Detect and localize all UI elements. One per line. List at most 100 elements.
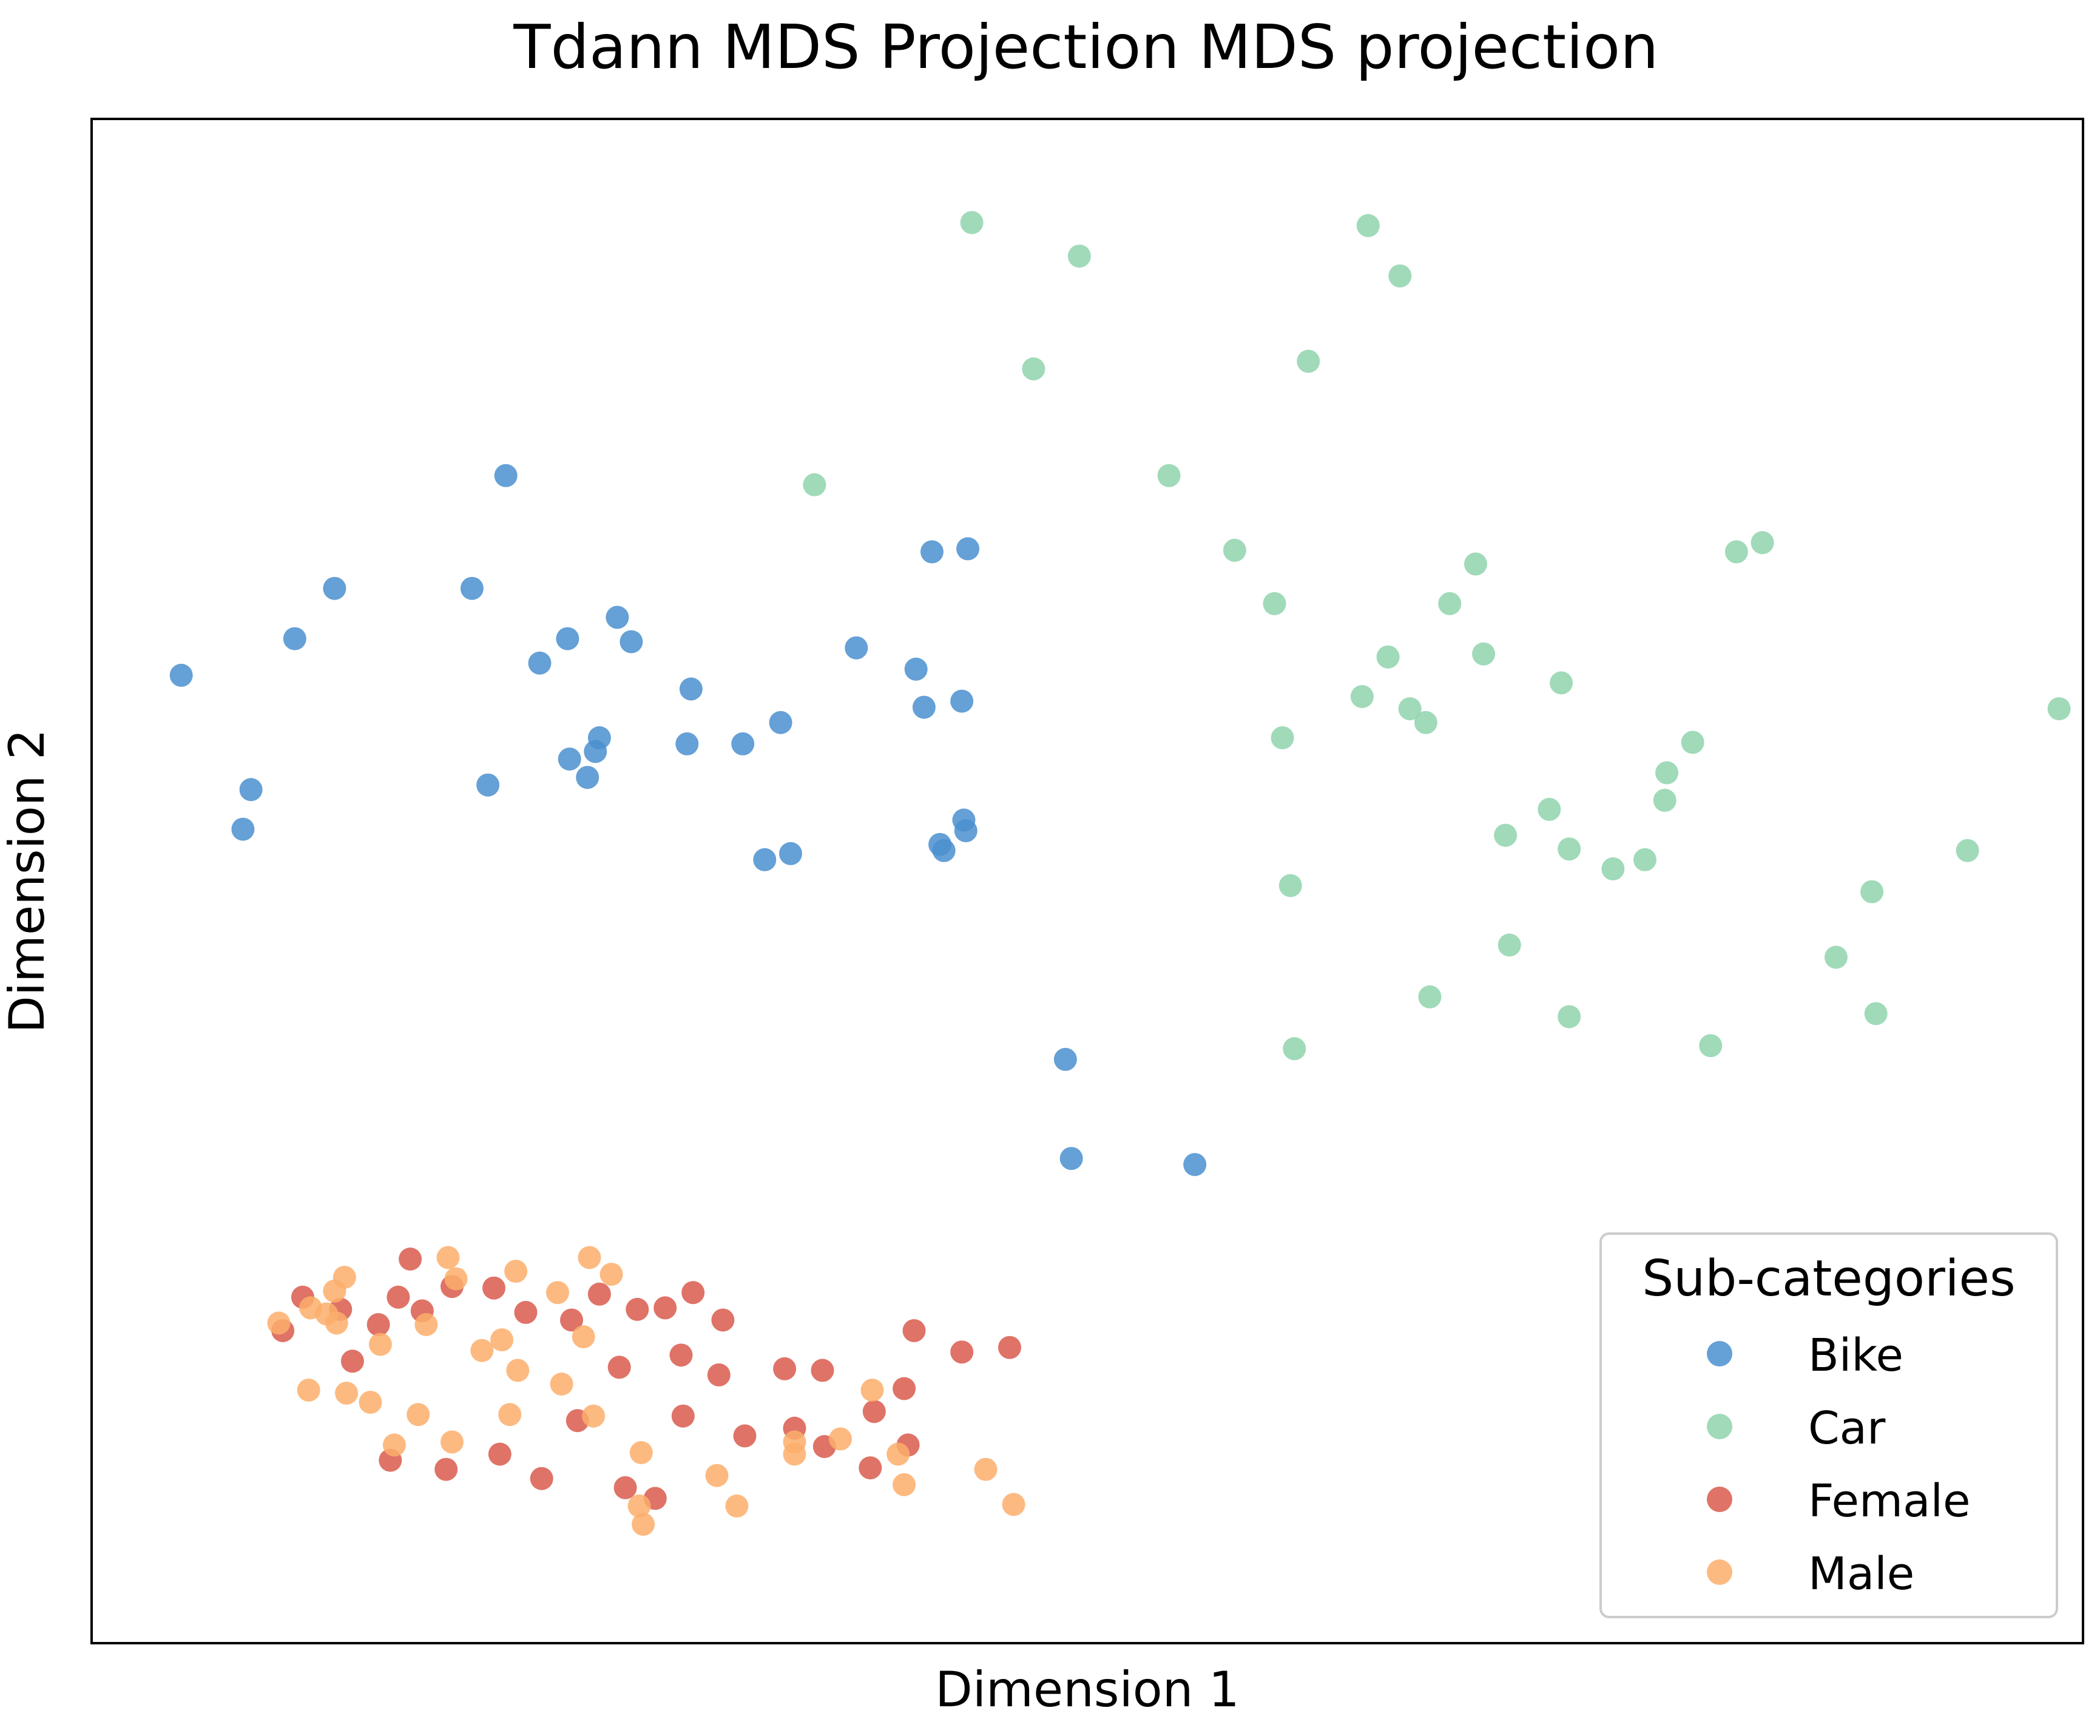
point-car-12 — [1398, 697, 1422, 721]
point-car-0 — [1067, 245, 1091, 268]
point-bike-18 — [845, 636, 868, 660]
point-car-3 — [803, 473, 826, 496]
point-female-30 — [530, 1467, 553, 1490]
point-male-1 — [504, 1260, 528, 1283]
point-male-19 — [629, 1441, 653, 1464]
point-bike-5 — [528, 651, 552, 675]
point-car-25 — [1751, 531, 1774, 555]
point-female-8 — [653, 1296, 677, 1320]
point-male-16 — [382, 1433, 406, 1457]
point-car-35 — [1653, 788, 1676, 812]
point-female-10 — [681, 1281, 705, 1305]
point-male-6 — [323, 1279, 346, 1303]
point-male-18 — [582, 1404, 606, 1428]
point-female-20 — [707, 1363, 731, 1386]
point-car-31 — [1497, 933, 1521, 957]
point-female-6 — [482, 1276, 505, 1300]
point-male-0 — [436, 1246, 460, 1269]
point-male-30 — [725, 1494, 749, 1518]
point-bike-25 — [954, 819, 977, 843]
point-male-24 — [886, 1442, 910, 1466]
legend-item-male: Male — [1707, 1548, 1914, 1600]
point-car-2 — [1022, 357, 1045, 380]
point-bike-28 — [558, 748, 581, 771]
point-car-9 — [1388, 264, 1412, 288]
point-bike-29 — [587, 726, 611, 749]
point-male-22 — [783, 1442, 806, 1466]
point-female-39 — [340, 1349, 364, 1373]
point-female-13 — [773, 1357, 797, 1380]
point-bike-13 — [675, 732, 699, 755]
point-female-9 — [587, 1282, 611, 1306]
point-car-16 — [1464, 552, 1487, 576]
point-male-17 — [498, 1403, 522, 1427]
point-male-34 — [470, 1339, 494, 1362]
point-bike-22 — [912, 695, 936, 719]
legend-marker-bike — [1707, 1341, 1732, 1366]
point-female-5 — [560, 1308, 583, 1332]
point-male-38 — [550, 1373, 573, 1396]
point-car-39 — [1278, 874, 1302, 897]
point-male-13 — [359, 1391, 382, 1414]
point-car-27 — [1956, 839, 1979, 862]
point-male-14 — [407, 1403, 430, 1427]
point-male-25 — [893, 1473, 916, 1496]
point-car-19 — [1558, 837, 1581, 861]
point-bike-1 — [239, 778, 263, 802]
point-car-1 — [960, 211, 984, 234]
point-male-2 — [578, 1246, 601, 1269]
point-bike-2 — [231, 817, 255, 841]
point-male-37 — [506, 1359, 530, 1382]
point-car-32 — [1558, 1005, 1581, 1028]
point-male-31 — [546, 1281, 569, 1305]
point-car-28 — [2047, 697, 2071, 721]
y-axis-label: Dimension 2 — [0, 729, 55, 1033]
point-bike-14 — [679, 677, 703, 701]
point-car-30 — [1418, 985, 1442, 1008]
point-bike-10 — [476, 773, 500, 797]
point-male-27 — [1002, 1493, 1025, 1516]
point-female-17 — [950, 1340, 974, 1364]
point-bike-3 — [323, 576, 346, 600]
point-female-16 — [902, 1319, 926, 1342]
point-car-33 — [1699, 1034, 1723, 1058]
point-bike-30 — [779, 842, 802, 865]
point-bike-11 — [606, 606, 629, 629]
legend-label-bike: Bike — [1808, 1329, 1903, 1382]
point-male-12 — [335, 1382, 359, 1405]
point-bike-0 — [169, 663, 193, 687]
point-car-23 — [1681, 731, 1704, 754]
point-bike-4 — [283, 627, 306, 650]
point-bike-15 — [731, 732, 755, 755]
point-car-10 — [1376, 645, 1400, 669]
point-car-11 — [1350, 685, 1374, 708]
series-bike — [169, 464, 1207, 1177]
point-bike-9 — [576, 766, 599, 789]
series-male — [267, 1246, 1025, 1536]
point-male-35 — [572, 1325, 595, 1349]
point-female-25 — [862, 1400, 886, 1424]
point-bike-33 — [1059, 1147, 1083, 1170]
point-bike-23 — [950, 689, 974, 713]
point-male-8 — [325, 1311, 348, 1335]
point-male-36 — [368, 1332, 392, 1356]
point-male-9 — [299, 1296, 322, 1320]
legend-label-car: Car — [1808, 1402, 1886, 1454]
point-male-23 — [829, 1427, 852, 1451]
point-car-13 — [1414, 711, 1437, 734]
point-car-7 — [1297, 350, 1320, 373]
point-male-3 — [599, 1263, 623, 1286]
point-female-33 — [434, 1457, 458, 1481]
legend-items: Bike Car Female Male — [1707, 1329, 1971, 1600]
legend-item-bike: Bike — [1707, 1329, 1903, 1382]
legend-title: Sub-categories — [1642, 1250, 2015, 1308]
series-car — [803, 211, 2071, 1061]
point-car-14 — [1271, 726, 1294, 749]
point-car-6 — [1263, 592, 1286, 615]
point-male-20 — [705, 1464, 729, 1487]
point-bike-8 — [556, 627, 579, 650]
point-bike-31 — [932, 839, 956, 862]
series-female — [271, 1248, 1021, 1510]
point-female-2 — [387, 1285, 410, 1309]
